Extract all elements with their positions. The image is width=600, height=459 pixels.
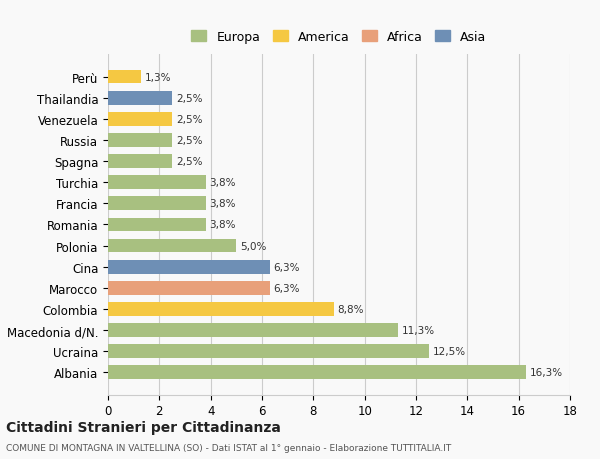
Text: COMUNE DI MONTAGNA IN VALTELLINA (SO) - Dati ISTAT al 1° gennaio - Elaborazione : COMUNE DI MONTAGNA IN VALTELLINA (SO) - … [6, 443, 451, 452]
Text: 3,8%: 3,8% [209, 220, 236, 230]
Text: 16,3%: 16,3% [530, 368, 563, 377]
Text: 6,3%: 6,3% [274, 262, 300, 272]
Text: 3,8%: 3,8% [209, 178, 236, 188]
Bar [108, 92, 172, 105]
Text: 2,5%: 2,5% [176, 115, 203, 124]
Text: 12,5%: 12,5% [433, 347, 466, 356]
Bar [108, 197, 206, 211]
Bar [108, 324, 398, 337]
Bar [108, 71, 142, 84]
Text: 6,3%: 6,3% [274, 283, 300, 293]
Bar [108, 239, 236, 253]
Bar [108, 134, 172, 147]
Text: 1,3%: 1,3% [145, 73, 172, 82]
Text: 2,5%: 2,5% [176, 94, 203, 103]
Bar [108, 218, 206, 232]
Bar [108, 176, 206, 190]
Text: 8,8%: 8,8% [338, 304, 364, 314]
Bar [108, 155, 172, 168]
Text: 2,5%: 2,5% [176, 135, 203, 146]
Bar [108, 260, 270, 274]
Bar [108, 281, 270, 295]
Text: 3,8%: 3,8% [209, 199, 236, 209]
Text: 11,3%: 11,3% [402, 325, 435, 335]
Text: Cittadini Stranieri per Cittadinanza: Cittadini Stranieri per Cittadinanza [6, 420, 281, 435]
Bar [108, 366, 526, 379]
Legend: Europa, America, Africa, Asia: Europa, America, Africa, Asia [188, 28, 490, 48]
Text: 5,0%: 5,0% [240, 241, 266, 251]
Bar [108, 112, 172, 126]
Text: 2,5%: 2,5% [176, 157, 203, 167]
Bar [108, 302, 334, 316]
Bar [108, 345, 429, 358]
